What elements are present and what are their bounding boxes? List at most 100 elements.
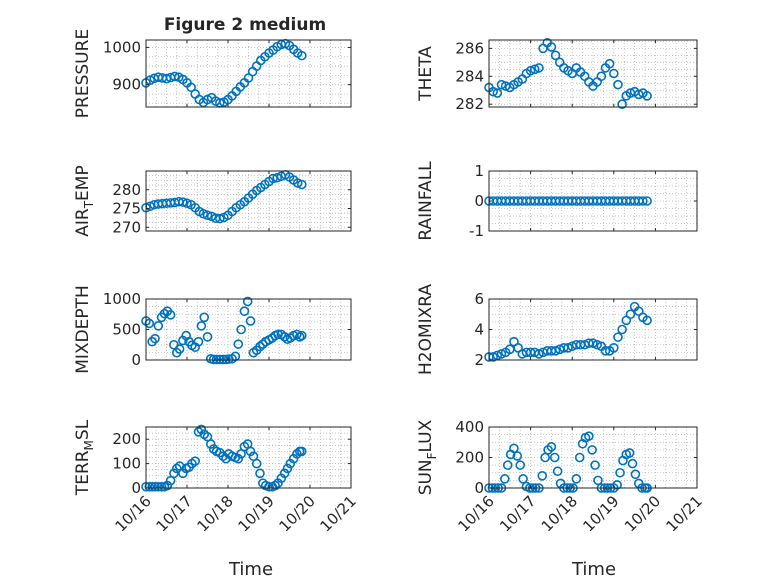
data-point [236, 324, 246, 335]
data-point [509, 443, 519, 454]
y-axis-label: H2OMIXRA [416, 284, 436, 375]
data-point [221, 453, 231, 464]
data-point [596, 71, 607, 82]
axes-box [145, 170, 352, 232]
data-point [147, 481, 157, 492]
data-point [292, 329, 302, 340]
data-point [546, 442, 557, 452]
data-point [178, 197, 188, 207]
y-tick-label: 0 [131, 479, 141, 497]
x-axis-label-right: Time [571, 559, 616, 580]
data-point [272, 172, 283, 183]
data-point [546, 42, 557, 52]
data-point [512, 451, 523, 461]
y-axis-label: SUNFLUX [416, 419, 439, 495]
y-tick-label: 2 [474, 351, 484, 369]
y-tick-label: 280 [112, 181, 141, 199]
y-tick-label: -1 [469, 222, 484, 240]
data-point [613, 332, 623, 342]
data-point [147, 336, 157, 347]
data-point [233, 453, 244, 464]
data-point [630, 469, 641, 480]
x-axis-label-left: Time [228, 559, 273, 580]
data-point [552, 466, 563, 477]
data-point [202, 332, 213, 342]
data-point [608, 68, 619, 79]
series-markers [484, 301, 652, 362]
data-point [215, 354, 225, 365]
data-point [292, 449, 302, 459]
data-point [525, 65, 536, 76]
data-point [215, 213, 225, 224]
y-axis-label: PRESSURE [73, 29, 93, 118]
data-point [182, 198, 192, 209]
data-point [588, 338, 598, 349]
axes-box [145, 39, 352, 108]
data-point [193, 427, 204, 437]
series-markers [484, 196, 652, 206]
series-markers [141, 424, 307, 492]
data-point [296, 330, 307, 341]
data-point [534, 63, 544, 73]
y-tick-label: 1000 [103, 290, 141, 308]
axes-box [145, 426, 352, 489]
data-point [199, 312, 210, 323]
y-axis-label: RAINFALL [416, 161, 436, 241]
y-tick-label: 275 [112, 200, 141, 218]
data-point [270, 480, 280, 491]
data-point [518, 474, 528, 484]
data-point [296, 50, 307, 61]
subplot-6: 2 4 6 H2OMIXRA [416, 284, 698, 375]
data-point [529, 64, 540, 75]
data-point [550, 50, 561, 61]
subplot-2: 282 284 286 THETA [416, 37, 698, 113]
y-axis-label: THETA [416, 46, 436, 102]
data-point [239, 306, 250, 317]
data-point [592, 339, 602, 350]
data-point [549, 452, 560, 463]
data-point [242, 296, 253, 307]
y-tick-label: 200 [455, 449, 484, 467]
data-point [202, 210, 213, 221]
data-point [492, 88, 503, 98]
grid-lines [145, 426, 352, 489]
data-point [625, 309, 636, 320]
y-tick-label: 282 [455, 95, 484, 113]
data-point [638, 196, 648, 206]
data-point [255, 468, 265, 479]
y-tick-label: 284 [455, 67, 484, 85]
y-tick-label: 100 [112, 455, 141, 473]
data-point [245, 446, 256, 457]
data-point [492, 350, 503, 361]
data-point [296, 179, 307, 190]
data-point [584, 431, 594, 441]
data-point [196, 424, 207, 435]
y-tick-label: 0 [474, 479, 484, 497]
subplot-1: 900 1000 PRESSURE [73, 29, 352, 118]
y-tick-label: 286 [455, 39, 484, 57]
y-tick-label: 4 [474, 321, 484, 339]
data-point [279, 332, 290, 342]
y-axis-label: MIXDEPTH [73, 285, 93, 374]
data-point [496, 349, 507, 359]
data-point [604, 58, 615, 69]
series-markers [141, 296, 307, 365]
data-point [600, 346, 611, 356]
data-point [150, 333, 160, 344]
subplot-4: -1 0 1 RAINFALL [416, 161, 698, 241]
y-tick-label: 0 [474, 192, 484, 210]
y-tick-label: 900 [112, 76, 141, 94]
data-point [550, 346, 561, 356]
data-point [571, 474, 582, 484]
data-point [642, 196, 652, 206]
data-point [233, 339, 244, 349]
data-point [218, 451, 228, 462]
data-point [193, 336, 204, 347]
data-point [196, 321, 207, 331]
y-tick-label: 1 [474, 162, 484, 180]
data-point [587, 445, 597, 455]
data-point [205, 439, 216, 449]
